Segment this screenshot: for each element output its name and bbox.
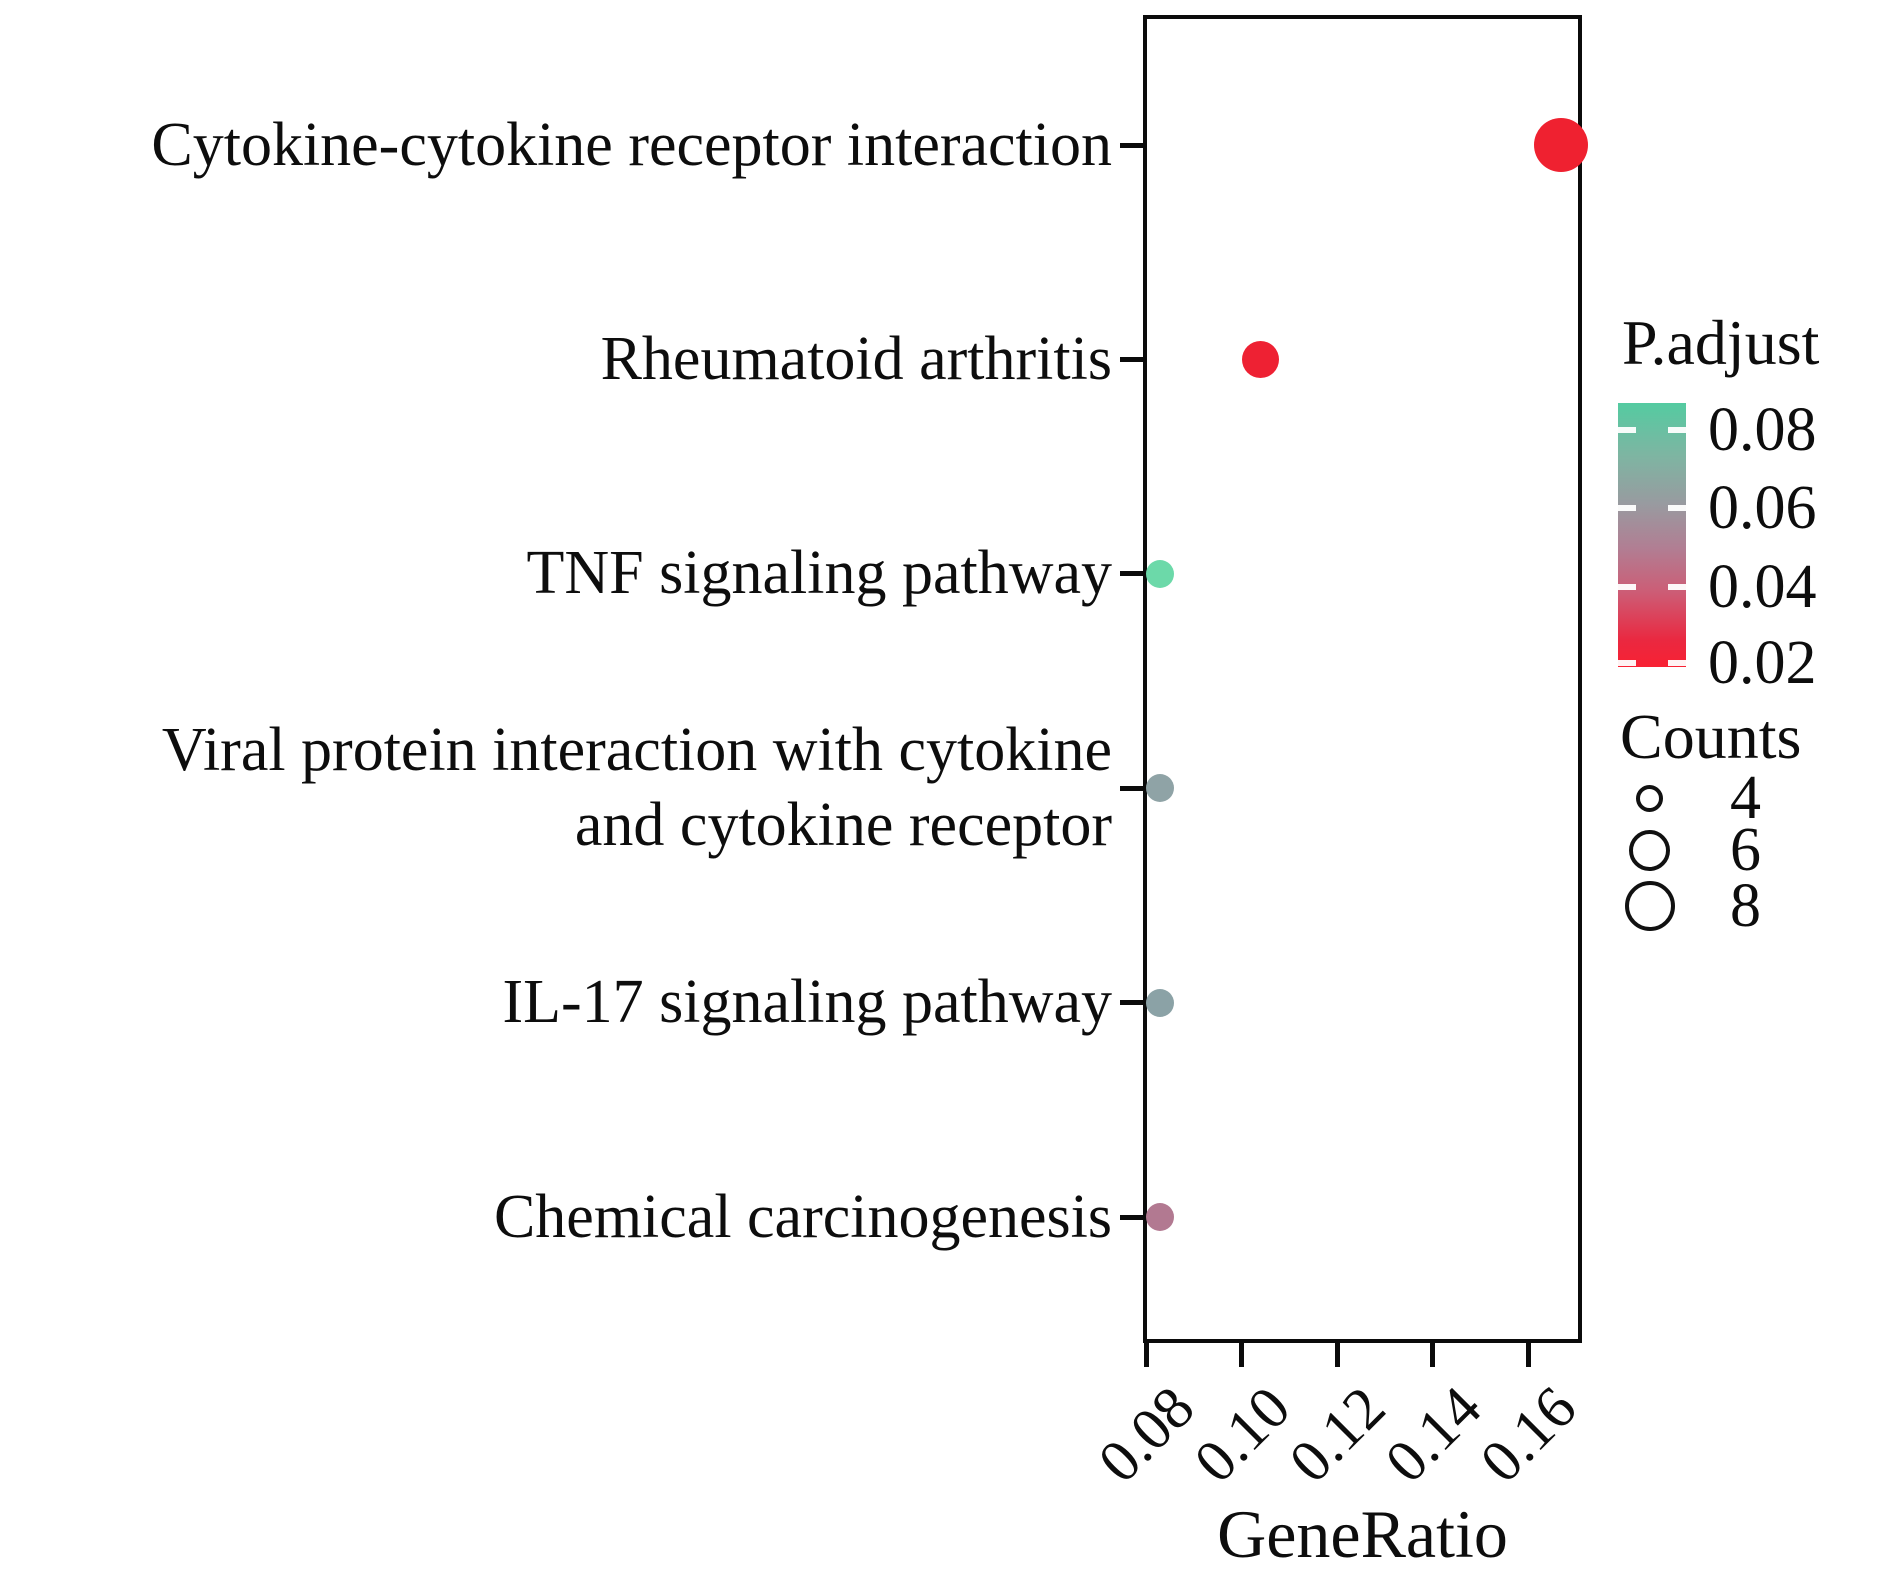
y-axis-label: TNF signaling pathway — [42, 499, 1113, 649]
count-legend-label: 8 — [1730, 872, 1761, 940]
count-legend-ring — [1625, 881, 1675, 931]
y-axis-tick — [1120, 1214, 1143, 1220]
padjust-gradient-tick — [1618, 660, 1636, 666]
padjust-tick-label: 0.08 — [1708, 396, 1817, 464]
y-axis-tick — [1120, 142, 1143, 148]
data-point-dot — [1242, 340, 1280, 378]
padjust-gradient-tick — [1618, 505, 1636, 511]
x-axis-tick — [1239, 1343, 1244, 1367]
counts-legend-title: Counts — [1620, 701, 1802, 772]
y-axis-tick — [1120, 571, 1143, 577]
y-axis-tick — [1120, 356, 1143, 362]
y-axis-label: IL-17 signaling pathway — [42, 928, 1112, 1078]
y-axis-label: Viral protein interaction with cytokine a… — [42, 693, 1112, 883]
x-axis-tick — [1430, 1343, 1435, 1367]
y-axis-label-line: and cytokine receptor — [574, 791, 1112, 860]
y-axis-label-line: IL-17 signaling pathway — [502, 968, 1112, 1037]
y-axis-label: Chemical carcinogenesis — [42, 1142, 1112, 1292]
padjust-gradient-tick — [1668, 660, 1686, 666]
x-tick-label-text: 0.16 — [1467, 1373, 1589, 1495]
data-point-dot — [1534, 118, 1589, 172]
y-axis-label-line: Rheumatoid arthritis — [600, 324, 1112, 393]
x-tick-label-text: 0.10 — [1181, 1373, 1303, 1495]
x-axis-tick — [1334, 1343, 1340, 1367]
x-axis-tick — [1143, 1343, 1149, 1367]
data-point-dot — [1146, 988, 1175, 1017]
x-tick-label-text: 0.12 — [1276, 1373, 1398, 1495]
count-legend-label: 6 — [1730, 816, 1761, 884]
padjust-tick-label: 0.06 — [1708, 474, 1817, 542]
x-axis-tick — [1525, 1343, 1531, 1367]
y-axis-label: Cytokine-cytokine receptor interaction — [42, 70, 1112, 220]
plot-panel — [1143, 15, 1582, 1343]
count-legend-label: 4 — [1730, 764, 1761, 832]
y-axis-tick — [1120, 785, 1143, 791]
data-point-dot — [1146, 774, 1175, 803]
padjust-gradient-bar — [1618, 403, 1686, 667]
padjust-legend-title: P.adjust — [1622, 307, 1820, 378]
count-legend-ring — [1636, 785, 1663, 812]
padjust-gradient-tick — [1618, 427, 1636, 433]
x-tick-label-text: 0.14 — [1372, 1373, 1494, 1495]
data-point-dot — [1146, 1203, 1175, 1231]
padjust-tick-label: 0.04 — [1708, 553, 1817, 621]
count-legend-ring — [1629, 830, 1670, 871]
y-axis-label-line: TNF signaling pathway — [526, 539, 1113, 608]
y-axis-label-line: Chemical carcinogenesis — [493, 1182, 1112, 1251]
y-axis-label-line: Viral protein interaction with cytokine — [161, 716, 1112, 785]
y-axis-label-line: Cytokine-cytokine receptor interaction — [151, 110, 1112, 179]
padjust-gradient-tick — [1668, 584, 1686, 590]
padjust-tick-label: 0.02 — [1708, 629, 1817, 697]
y-axis-tick — [1120, 1000, 1143, 1006]
x-axis-title: GeneRatio — [1217, 1496, 1508, 1571]
padjust-gradient-tick — [1668, 427, 1686, 433]
x-tick-label-text: 0.08 — [1085, 1373, 1207, 1495]
padjust-gradient-tick — [1668, 505, 1686, 511]
data-point-dot — [1146, 559, 1175, 588]
y-axis-label: Rheumatoid arthritis — [42, 284, 1112, 434]
padjust-gradient-tick — [1618, 584, 1636, 590]
